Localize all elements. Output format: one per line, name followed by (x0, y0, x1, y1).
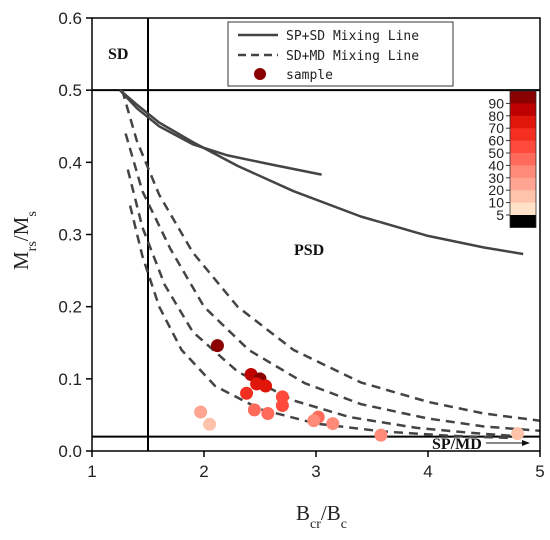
axis-ticks: 1 2 3 4 5 0.0 0.1 0.2 0.3 0.4 0.5 0.6 (58, 9, 544, 481)
sample-point (275, 399, 289, 413)
sample-point (203, 417, 217, 431)
colorbar-tick-label: 5 (496, 207, 504, 223)
sample-point (194, 405, 208, 419)
sample-point (210, 339, 224, 353)
y-tick-label: 0.4 (58, 153, 82, 172)
sample-point (250, 377, 264, 391)
colorbar-swatch (510, 128, 536, 142)
sample-point (374, 428, 388, 442)
colorbar-tick-label: 30 (488, 170, 504, 186)
x-tick-label: 2 (199, 462, 208, 481)
colorbar-swatch (510, 91, 536, 104)
colorbar-swatch (510, 190, 536, 204)
colorbar-tick-label: 90 (488, 95, 504, 111)
region-label-sp-md: SP/MD (432, 436, 482, 453)
series-layer (119, 89, 541, 440)
colorbar-swatch (510, 177, 536, 191)
colorbar-swatch (510, 215, 536, 228)
sample-point (247, 403, 261, 417)
sd-md-mixing-line-0 (120, 89, 541, 422)
legend: SP+SD Mixing Line SD+MD Mixing Line samp… (227, 21, 454, 87)
colorbar-tick-label: 70 (488, 120, 504, 136)
colorbar-tick-label: 40 (488, 157, 504, 173)
y-tick-label: 0.3 (58, 226, 82, 245)
colorbar-swatch (510, 202, 536, 216)
region-label-psd: PSD (294, 242, 324, 259)
colorbar-swatch (510, 140, 536, 154)
region-label-sd: SD (108, 46, 128, 63)
sample-points (194, 339, 525, 442)
colorbar-tick-label: 50 (488, 145, 504, 161)
sd-md-mixing-line-1 (124, 133, 541, 433)
sd-md-mixing-line-3 (128, 205, 513, 440)
colorbar-tick-label: 60 (488, 133, 504, 149)
colorbar-tick-label: 80 (488, 108, 504, 124)
sample-point (326, 417, 340, 431)
x-tick-label: 1 (87, 462, 96, 481)
sample-point (240, 386, 254, 400)
y-tick-label: 0.1 (58, 370, 82, 389)
x-tick-label: 3 (311, 462, 320, 481)
sp-sd-mixing-line-0 (119, 89, 524, 256)
legend-label-sample: sample (286, 68, 333, 83)
colorbar-swatch (510, 153, 536, 166)
y-tick-label: 0.5 (58, 81, 82, 100)
x-tick-label: 4 (423, 462, 432, 481)
sample-point (261, 406, 275, 420)
reference-lines (92, 18, 540, 451)
sp-sd-mixing-line-1 (119, 89, 322, 176)
x-axis-title: Bcr/Bc (296, 501, 347, 532)
sample-point (307, 414, 321, 428)
colorbar-outline (509, 90, 537, 228)
sample-point (511, 427, 525, 441)
colorbar-swatch (510, 115, 536, 129)
y-tick-label: 0.0 (58, 442, 82, 461)
legend-label-sd-md: SD+MD Mixing Line (286, 49, 419, 64)
x-tick-label: 5 (535, 462, 544, 481)
y-axis-title: Mrs/Ms (9, 211, 40, 270)
y-tick-label: 0.6 (58, 9, 82, 28)
sp-md-arrowhead (522, 440, 530, 446)
legend-label-sp-sd: SP+SD Mixing Line (286, 29, 419, 44)
colorbar-tick-label: 10 (488, 195, 504, 211)
colorbar-tick-label: 20 (488, 182, 504, 198)
colorbar-swatch (510, 103, 536, 117)
legend-swatch-sample (254, 68, 266, 80)
colorbar-swatch (510, 165, 536, 179)
y-tick-label: 0.2 (58, 298, 82, 317)
sd-md-mixing-line-2 (126, 169, 524, 438)
